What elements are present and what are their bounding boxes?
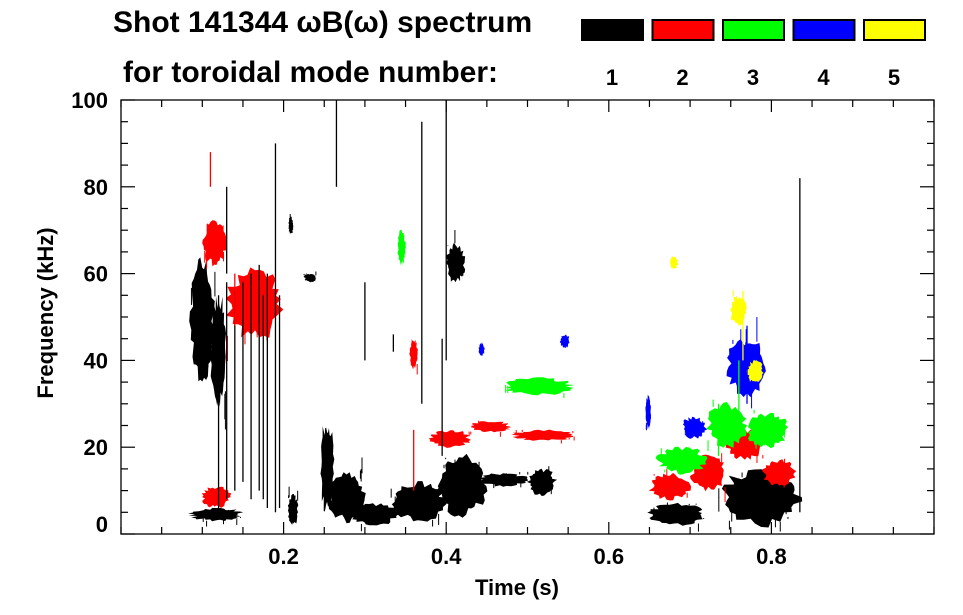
spectral-patch-mode-5: [669, 256, 678, 270]
legend-swatch-mode-5: [863, 19, 926, 41]
spectral-patch-mode-1: [188, 507, 244, 527]
spectral-patch-mode-4: [478, 342, 485, 356]
spectral-patch-mode-3: [655, 446, 708, 476]
spectral-patch-shape: [730, 297, 747, 327]
y-tick-label: 0: [96, 512, 108, 537]
spectral-patch-mode-1: [526, 466, 558, 496]
x-tick-label: 0.6: [594, 544, 625, 569]
spectral-patch-shape: [479, 473, 528, 487]
spectral-patch-shape: [669, 256, 678, 270]
legend-swatch-mode-4: [792, 19, 856, 41]
spectral-patch-mode-1: [303, 271, 317, 283]
spectral-patch-shape: [655, 446, 708, 475]
spectral-patch-shape: [682, 416, 708, 439]
chart-title-line2: for toroidal mode number:: [123, 56, 498, 89]
spectral-patch-mode-2: [470, 420, 511, 437]
spectral-patch-shape: [409, 339, 418, 370]
spectral-patch-shape: [526, 468, 558, 496]
spectral-patch-mode-1: [390, 481, 449, 527]
spectral-patch-mode-2: [202, 220, 227, 269]
spectral-patch-shape: [189, 257, 216, 382]
y-tick-label: 80: [84, 175, 108, 200]
spectral-patch-mode-4: [559, 334, 570, 348]
legend-swatch-mode-1: [581, 19, 644, 41]
y-tick-label: 100: [71, 88, 108, 113]
spectral-patch-shape: [303, 273, 317, 283]
legend-label-mode-2: 2: [676, 65, 688, 90]
legend-label-mode-1: 1: [606, 65, 618, 90]
spectral-patch-shape: [188, 507, 244, 522]
spectral-patch-mode-3: [505, 377, 575, 399]
y-tick-label: 60: [84, 262, 108, 287]
spectral-patch-shape: [391, 481, 449, 522]
spectral-patch-mode-2: [409, 339, 418, 375]
chart-title-line1: Shot 141344 ωB(ω) spectrum: [113, 6, 533, 39]
legend-label-mode-3: 3: [747, 65, 759, 90]
spectral-patch-mode-1: [647, 502, 705, 532]
spectral-patch-mode-4: [682, 416, 708, 439]
spectral-patch-mode-5: [730, 290, 747, 327]
spectral-patch-mode-2: [762, 458, 797, 488]
spectral-patch-mode-2: [648, 469, 691, 501]
spectral-patch-shape: [559, 334, 570, 348]
legend-label-mode-5: 5: [888, 65, 900, 90]
x-axis-label: Time (s): [475, 575, 559, 600]
legend-swatch-mode-3: [722, 19, 785, 41]
spectral-patch-shape: [397, 229, 406, 266]
spectral-patch-mode-1: [445, 229, 466, 283]
spectral-patch-shape: [445, 242, 466, 283]
spectral-patch-mode-1: [437, 453, 488, 518]
spectral-patch-mode-2: [225, 267, 284, 362]
spectral-patch-shape: [505, 377, 575, 396]
spectral-patch-shape: [428, 430, 471, 448]
y-tick-label: 40: [84, 348, 108, 373]
y-axis-label: Frequency (kHz): [33, 227, 58, 399]
x-tick-label: 0.2: [268, 544, 299, 569]
legend-swatch-mode-2: [651, 19, 715, 41]
spectral-patch-shape: [287, 493, 299, 525]
spectral-patch-shape: [349, 503, 399, 526]
spectral-patch-shape: [762, 459, 797, 486]
spectral-patch-shape: [202, 220, 227, 267]
spectral-patch-shape: [747, 412, 789, 449]
spectral-patch-shape: [726, 339, 766, 398]
spectral-patch-shape: [471, 421, 511, 433]
spectral-patch-shape: [705, 402, 748, 448]
spectral-patch-mode-1: [479, 472, 528, 489]
spectral-patch-mode-3: [705, 399, 748, 452]
spectral-patch-mode-2: [511, 429, 575, 444]
spectral-patch-mode-2: [428, 430, 471, 448]
spectral-patch-shape: [225, 267, 284, 338]
spectral-patch-mode-1: [287, 486, 299, 525]
spectral-patch-mode-2: [201, 486, 232, 508]
spectral-patch-mode-4: [645, 394, 651, 431]
spectral-patch-mode-5: [746, 359, 764, 382]
spectral-patch-mode-4: [726, 317, 766, 409]
spectral-patch-mode-3: [397, 229, 406, 266]
spectral-patch-mode-1: [189, 257, 216, 382]
spectral-patch-shape: [437, 453, 488, 518]
legend-label-mode-4: 4: [817, 65, 830, 90]
x-tick-label: 0.4: [431, 544, 462, 569]
spectral-patch-shape: [746, 359, 764, 382]
spectral-patch-shape: [647, 502, 703, 526]
spectral-patch-mode-1: [288, 214, 294, 235]
spectral-patch-shape: [648, 472, 691, 501]
x-tick-label: 0.8: [756, 544, 787, 569]
spectral-patch-mode-3: [747, 409, 789, 449]
spectral-patch-shape: [511, 429, 574, 441]
y-tick-label: 20: [84, 435, 108, 460]
